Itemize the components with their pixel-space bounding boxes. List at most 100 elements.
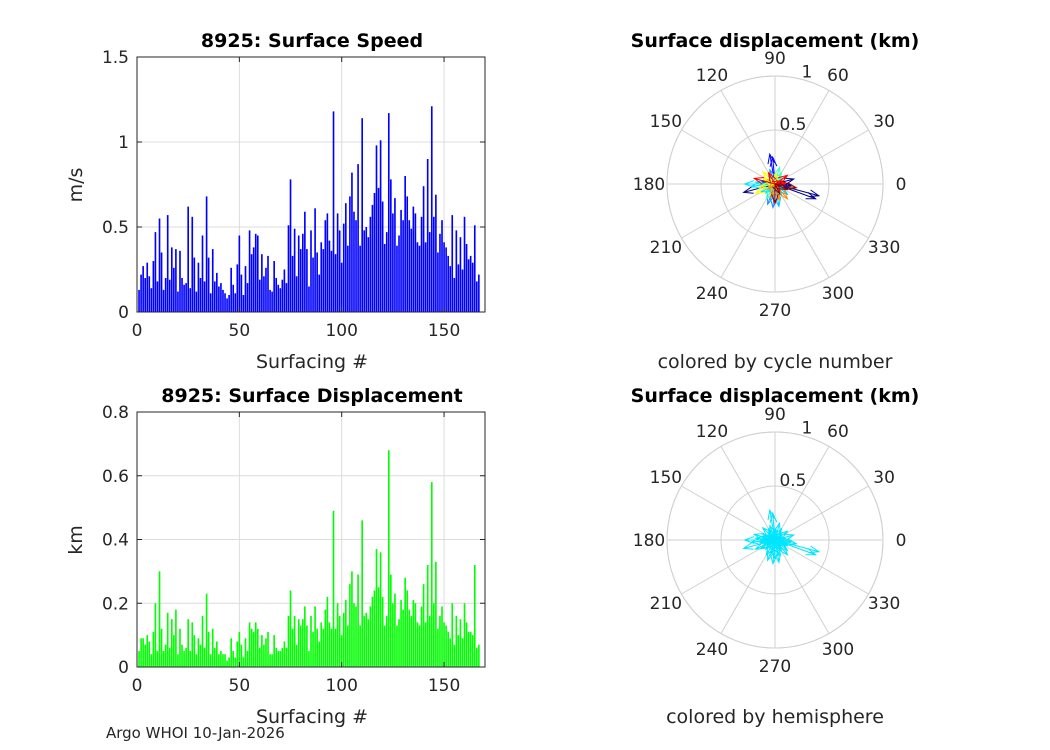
bar (418, 625, 421, 667)
bar (406, 196, 409, 312)
bar (263, 276, 265, 312)
bar (316, 252, 318, 312)
bar (256, 628, 259, 667)
angle-label: 270 (759, 657, 791, 677)
displacement-arrow (754, 539, 776, 550)
bar (271, 654, 273, 667)
bar (340, 262, 343, 312)
bar (322, 628, 325, 667)
bar (461, 269, 464, 312)
bar (213, 647, 216, 667)
bar (203, 647, 206, 667)
bar (306, 249, 308, 312)
bar (463, 603, 466, 667)
bar (166, 612, 169, 667)
bar (267, 255, 269, 312)
bar (183, 284, 185, 312)
r-tick-label: 1 (802, 419, 813, 439)
bar (158, 571, 161, 667)
bar (281, 279, 284, 312)
bar (291, 255, 294, 312)
bar (197, 262, 200, 312)
bar (273, 261, 275, 312)
bar (363, 616, 366, 667)
bar (353, 603, 355, 667)
bar (410, 616, 413, 667)
bar (246, 283, 249, 312)
angle-label: 150 (650, 468, 682, 488)
bar (383, 244, 386, 312)
bar (281, 647, 284, 667)
displacement-arrow (774, 183, 789, 201)
displacement-arrow (771, 184, 779, 205)
bar (310, 616, 312, 667)
bar (328, 622, 331, 667)
polar-displacement-by-hemisphere: Surface displacement (km) colored by hem… (631, 385, 920, 728)
x-tick-label: 150 (428, 676, 460, 696)
bar (377, 187, 380, 312)
bar (234, 657, 237, 667)
bar (357, 164, 359, 312)
y-axis-label: m/s (65, 168, 87, 203)
bar (373, 590, 376, 667)
bar (201, 235, 204, 312)
bar (453, 644, 456, 667)
bar (416, 622, 419, 667)
bar (396, 625, 398, 667)
bar (269, 654, 271, 667)
bar (320, 622, 323, 667)
bar (240, 644, 243, 667)
bar (336, 213, 339, 312)
bar (191, 216, 194, 312)
bar (369, 606, 372, 667)
chart-title: 8925: Surface Displacement (161, 385, 463, 407)
bar (228, 657, 230, 667)
bar (189, 651, 192, 667)
bar (459, 237, 462, 312)
angle-label: 270 (759, 301, 791, 321)
bar (394, 593, 396, 667)
bar (175, 609, 177, 667)
bar (222, 289, 224, 312)
bar (301, 619, 304, 667)
bar (154, 232, 157, 312)
bar (224, 293, 226, 312)
bar (185, 647, 187, 667)
bar (312, 631, 314, 667)
bar (433, 216, 435, 312)
bar (222, 654, 224, 667)
bar (451, 603, 454, 667)
bar (445, 625, 447, 667)
chart-title: Surface displacement (km) (631, 385, 920, 407)
x-axis-label: Surfacing # (256, 706, 368, 728)
x-tick-label: 100 (325, 321, 357, 341)
bar (424, 622, 427, 667)
bar (144, 644, 147, 667)
angle-label: 300 (822, 640, 854, 660)
bar (349, 584, 351, 667)
bar (400, 210, 402, 312)
bar (299, 249, 302, 312)
bar (340, 635, 343, 667)
bar (353, 211, 355, 312)
bar (357, 574, 359, 667)
bar (160, 252, 163, 312)
bar (287, 616, 290, 667)
bar (304, 211, 306, 312)
bar (173, 635, 175, 667)
bar (430, 106, 433, 312)
bar (209, 654, 212, 667)
footer-credit: Argo WHOI 10-Jan-2026 (106, 724, 285, 742)
bar (379, 552, 382, 667)
bar (361, 118, 363, 312)
bar (371, 596, 374, 667)
y-tick-label: 0 (118, 303, 129, 323)
bar (164, 644, 167, 667)
y-tick-label: 1 (118, 133, 129, 153)
bar (304, 606, 306, 667)
bar (390, 179, 392, 312)
bar (414, 213, 417, 312)
bar (371, 204, 374, 312)
bar (394, 198, 396, 312)
bar (475, 647, 478, 667)
